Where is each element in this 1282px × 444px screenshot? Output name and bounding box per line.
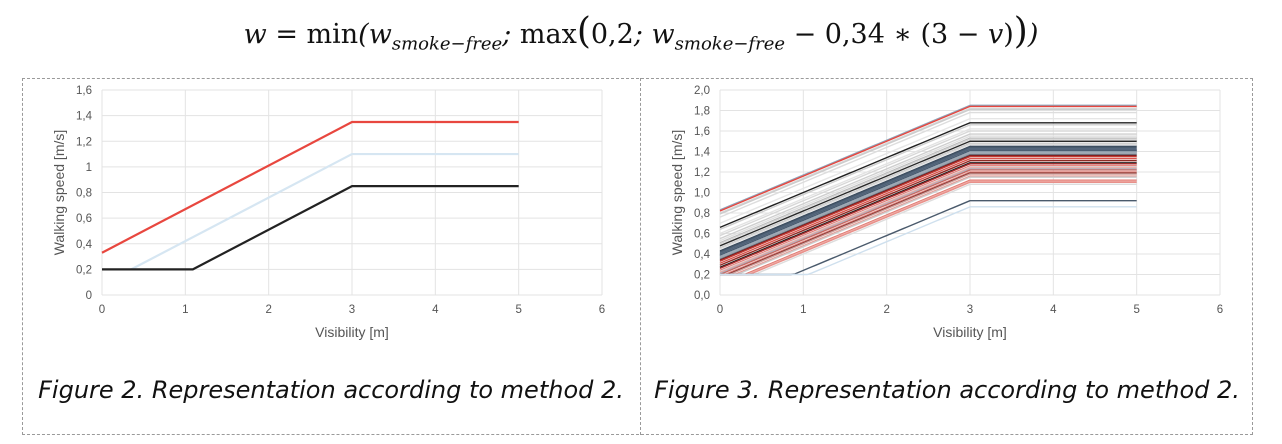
x-tick-label: 2: [265, 304, 271, 316]
series-line: [719, 157, 1137, 264]
series-line: [719, 167, 1137, 274]
y-tick-label: 1,4: [694, 147, 711, 159]
series-line: [720, 172, 1137, 276]
y-tick-label: 0: [86, 290, 92, 302]
series-line: [719, 122, 1137, 228]
y-tick-label: 2,0: [694, 85, 710, 97]
x-tick-label: 5: [1133, 304, 1139, 316]
chart-method-2-simple: 0 1 2 3 4 5 6 0 0,2 0,4 0,6 0,8 1 1,2 1,4 1,6 Visibility…: [51, 85, 605, 340]
series-line: [719, 105, 1137, 212]
series-line: [720, 179, 1137, 276]
series-line: [719, 154, 1137, 261]
series-line: [719, 140, 1137, 247]
series-line: [719, 133, 1137, 240]
x-tick-label: 4: [432, 304, 439, 316]
series-line: [719, 104, 1137, 211]
series-line: [720, 206, 1137, 276]
formula: w = min(wsmoke−free; max(0,2; wsmoke−fre…: [0, 4, 1282, 64]
series-line: [720, 176, 1137, 276]
series-line: [719, 153, 1137, 260]
series-line: [719, 147, 1137, 254]
y-axis-label: Walking speed [m/s]: [51, 130, 67, 256]
series-line: [720, 171, 1137, 276]
y-tick-label: 0,6: [694, 229, 710, 241]
x-axis-label: Visibility [m]: [933, 324, 1007, 340]
series-line: [101, 120, 519, 254]
series-line: [719, 142, 1137, 249]
series-line: [719, 107, 1137, 214]
series-line: [719, 108, 1137, 215]
panel-divider: [640, 78, 641, 435]
figure-3-caption: Figure 3. Representation according to me…: [654, 376, 1240, 404]
y-tick-label: 0,2: [694, 270, 710, 282]
series-line: [719, 130, 1137, 237]
y-tick-label: 0,0: [694, 290, 710, 302]
series-line: [719, 169, 1137, 276]
y-tick-label: 0,4: [694, 249, 711, 261]
series-line: [720, 175, 1137, 276]
series-line: [719, 111, 1137, 218]
series-line: [719, 138, 1137, 245]
y-tick-label: 1,0: [694, 188, 710, 200]
series-line: [719, 128, 1137, 235]
y-tick-label: 1,8: [694, 106, 710, 118]
x-tick-label: 0: [717, 304, 723, 316]
series-line: [719, 146, 1137, 253]
series-line: [130, 152, 519, 271]
y-tick-label: 1,2: [694, 167, 710, 179]
figure-2-caption: Figure 2. Representation according to me…: [38, 376, 624, 404]
x-tick-label: 6: [599, 304, 605, 316]
series-line: [720, 180, 1137, 276]
series-line: [719, 155, 1137, 262]
y-tick-label: 0,2: [76, 264, 92, 276]
x-tick-label: 3: [349, 304, 355, 316]
series-line: [719, 143, 1137, 250]
y-tick-label: 0,6: [76, 213, 92, 225]
y-tick-label: 1,6: [76, 85, 92, 97]
panels-frame: [22, 78, 1253, 435]
y-axis-label: Walking speed [m/s]: [669, 130, 685, 256]
y-tick-label: 0,4: [76, 239, 93, 251]
series-line: [719, 160, 1137, 266]
series-line: [719, 137, 1137, 244]
series-line: [719, 166, 1137, 273]
formula-text: w = min(wsmoke−free; max(0,2; wsmoke−fre…: [243, 11, 1039, 55]
y-tick-label: 1,4: [76, 111, 93, 123]
x-tick-label: 1: [800, 304, 806, 316]
y-tick-label: 1,6: [694, 126, 710, 138]
x-axis-label: Visibility [m]: [315, 324, 389, 340]
y-tick-label: 1: [86, 162, 92, 174]
chart-method-2-many-series: 0 1 2 3 4 5 6 0,0 0,2 0,4 0,6 0,8 1,0 1,2 1,4 1,6 1,8 2,0…: [669, 85, 1223, 340]
x-tick-label: 6: [1217, 304, 1223, 316]
y-tick-label: 0,8: [694, 208, 710, 220]
series-line: [720, 181, 1137, 276]
x-tick-label: 2: [883, 304, 889, 316]
series-line: [719, 165, 1137, 272]
series-line: [719, 162, 1137, 268]
x-tick-label: 5: [515, 304, 521, 316]
x-tick-label: 4: [1050, 304, 1057, 316]
y-tick-label: 1,2: [76, 136, 92, 148]
series-line: [719, 135, 1137, 242]
x-tick-label: 0: [99, 304, 105, 316]
series-line: [720, 173, 1137, 276]
series-line: [719, 163, 1137, 269]
x-tick-label: 3: [967, 304, 973, 316]
y-tick-label: 0,8: [76, 188, 92, 200]
x-tick-label: 1: [182, 304, 188, 316]
series-line: [720, 183, 1137, 276]
series-line: [719, 168, 1137, 275]
series-line: [719, 124, 1137, 231]
series-line: [719, 145, 1137, 252]
series-line: [719, 118, 1137, 224]
series-line: [102, 184, 519, 271]
